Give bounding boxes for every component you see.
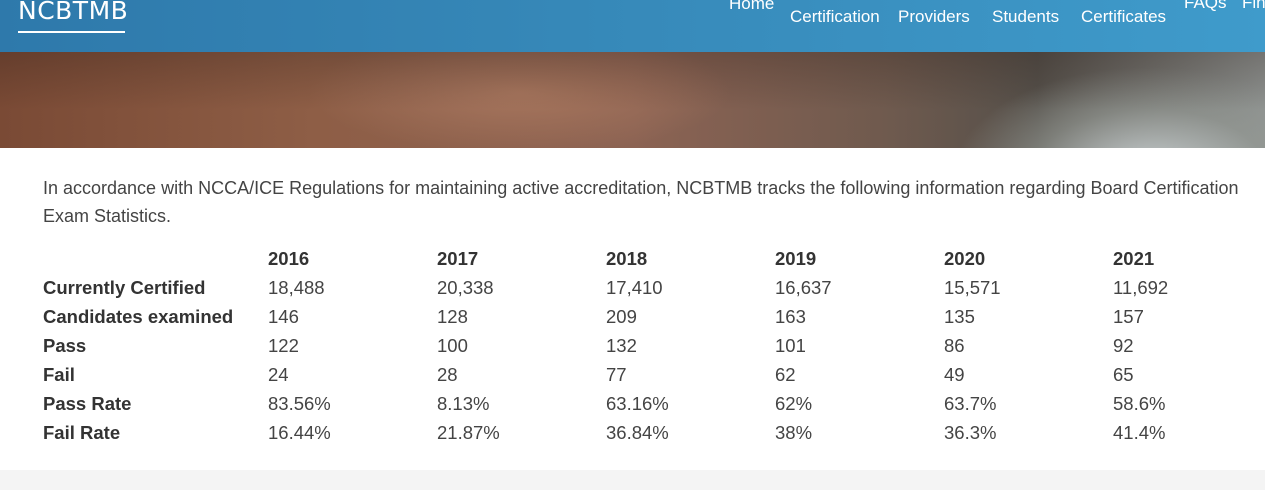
nav-students[interactable]: Students xyxy=(992,7,1060,26)
table-cell: 41.4% xyxy=(1113,422,1166,443)
table-cell: 21.87% xyxy=(437,422,500,443)
table-row: Pass Rate 83.56% 8.13% 63.16% 62% 63.7% … xyxy=(43,389,1233,418)
intro-paragraph: In accordance with NCCA/ICE Regulations … xyxy=(43,178,1239,226)
table-cell: 36.84% xyxy=(606,422,669,443)
year-header: 2020 xyxy=(944,248,986,269)
table-cell: 11,692 xyxy=(1113,277,1169,298)
logo-underline xyxy=(18,31,125,33)
nav-faqs[interactable]: FAQs xyxy=(1184,0,1227,12)
table-cell: 101 xyxy=(775,335,806,356)
table-row: Fail 24 28 77 62 49 65 xyxy=(43,360,1233,389)
table-cell: 77 xyxy=(606,364,627,385)
table-row: Candidates examined 146 128 209 163 135 … xyxy=(43,302,1233,331)
nav-certification[interactable]: Certification xyxy=(790,7,880,26)
site-logo[interactable]: NCBTMB xyxy=(18,0,129,25)
year-header: 2016 xyxy=(268,248,310,269)
nav-find[interactable]: Fin xyxy=(1242,0,1265,12)
table-cell: 49 xyxy=(944,364,965,385)
table-cell: 100 xyxy=(437,335,468,356)
table-cell: 17,410 xyxy=(606,277,663,298)
row-label: Pass xyxy=(43,335,87,356)
nav-certificates[interactable]: Certificates xyxy=(1081,7,1167,26)
row-label: Currently Certified xyxy=(43,277,206,298)
table-cell: 24 xyxy=(268,364,289,385)
table-cell: 36.3% xyxy=(944,422,997,443)
nav-providers[interactable]: Providers xyxy=(898,7,970,26)
year-header: 2019 xyxy=(775,248,817,269)
table-cell: 63.16% xyxy=(606,393,669,414)
row-label: Candidates examined xyxy=(43,306,234,327)
exam-statistics-table: 2016 2017 2018 2019 2020 2021 Currently … xyxy=(43,244,1233,447)
table-cell: 62% xyxy=(775,393,813,414)
table-header-row: 2016 2017 2018 2019 2020 2021 xyxy=(43,244,1233,273)
table-cell: 128 xyxy=(437,306,468,327)
table-cell: 63.7% xyxy=(944,393,997,414)
table-cell: 18,488 xyxy=(268,277,325,298)
row-label: Fail xyxy=(43,364,75,385)
table-row: Fail Rate 16.44% 21.87% 36.84% 38% 36.3%… xyxy=(43,418,1233,447)
table-cell: 83.56% xyxy=(268,393,331,414)
table-cell: 157 xyxy=(1113,306,1144,327)
table-cell: 8.13% xyxy=(437,393,490,414)
header-empty-cell xyxy=(43,244,268,273)
table-row: Pass 122 100 132 101 86 92 xyxy=(43,331,1233,360)
table-cell: 122 xyxy=(268,335,299,356)
table-cell: 65 xyxy=(1113,364,1134,385)
table-row: Currently Certified 18,488 20,338 17,410… xyxy=(43,273,1233,302)
table-cell: 163 xyxy=(775,306,806,327)
table-cell: 38% xyxy=(775,422,813,443)
hero-shade xyxy=(0,52,1265,148)
year-header: 2018 xyxy=(606,248,648,269)
table-cell: 16,637 xyxy=(775,277,832,298)
site-header: NCBTMB Home Certification Providers Stud… xyxy=(0,0,1265,52)
table-cell: 92 xyxy=(1113,335,1134,356)
table-cell: 28 xyxy=(437,364,458,385)
row-label: Fail Rate xyxy=(43,422,121,443)
year-header: 2017 xyxy=(437,248,479,269)
row-label: Pass Rate xyxy=(43,393,132,414)
table-cell: 146 xyxy=(268,306,299,327)
nav-home[interactable]: Home xyxy=(729,0,775,13)
main-content: In accordance with NCCA/ICE Regulations … xyxy=(0,148,1265,470)
table-cell: 86 xyxy=(944,335,965,356)
table-cell: 132 xyxy=(606,335,637,356)
table-cell: 209 xyxy=(606,306,637,327)
table-cell: 135 xyxy=(944,306,975,327)
table-cell: 58.6% xyxy=(1113,393,1166,414)
hero-banner-image xyxy=(0,52,1265,148)
year-header: 2021 xyxy=(1113,248,1155,269)
table-cell: 15,571 xyxy=(944,277,1001,298)
table-cell: 16.44% xyxy=(268,422,331,443)
table-cell: 62 xyxy=(775,364,796,385)
table-cell: 20,338 xyxy=(437,277,494,298)
